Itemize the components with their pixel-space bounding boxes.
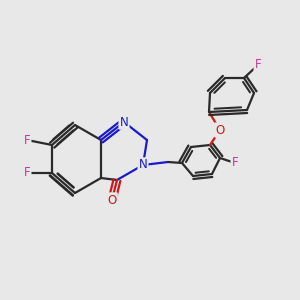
Text: F: F (24, 134, 30, 146)
Text: F: F (24, 167, 30, 179)
Text: O: O (215, 124, 225, 136)
Text: F: F (232, 157, 238, 169)
Text: F: F (255, 58, 261, 71)
Text: O: O (107, 194, 117, 206)
Text: N: N (120, 116, 128, 128)
Text: N: N (139, 158, 147, 172)
